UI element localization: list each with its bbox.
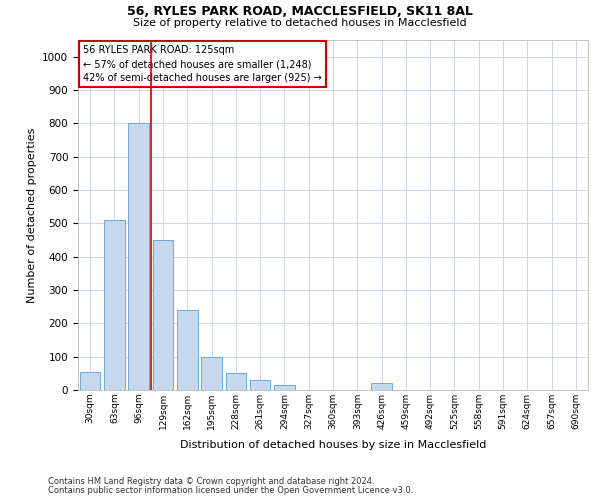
Bar: [250, 380, 271, 390]
Text: 56 RYLES PARK ROAD: 125sqm
← 57% of detached houses are smaller (1,248)
42% of s: 56 RYLES PARK ROAD: 125sqm ← 57% of deta…: [83, 46, 322, 84]
Bar: [80, 372, 100, 390]
Text: Contains public sector information licensed under the Open Government Licence v3: Contains public sector information licen…: [48, 486, 413, 495]
Bar: [177, 310, 197, 390]
Bar: [152, 240, 173, 390]
Text: Size of property relative to detached houses in Macclesfield: Size of property relative to detached ho…: [133, 18, 467, 28]
Bar: [226, 374, 246, 390]
Y-axis label: Number of detached properties: Number of detached properties: [26, 128, 37, 302]
Bar: [201, 356, 222, 390]
Bar: [128, 124, 149, 390]
Bar: [371, 384, 392, 390]
Bar: [104, 220, 125, 390]
Text: 56, RYLES PARK ROAD, MACCLESFIELD, SK11 8AL: 56, RYLES PARK ROAD, MACCLESFIELD, SK11 …: [127, 5, 473, 18]
Bar: [274, 385, 295, 390]
Text: Contains HM Land Registry data © Crown copyright and database right 2024.: Contains HM Land Registry data © Crown c…: [48, 477, 374, 486]
X-axis label: Distribution of detached houses by size in Macclesfield: Distribution of detached houses by size …: [180, 440, 486, 450]
